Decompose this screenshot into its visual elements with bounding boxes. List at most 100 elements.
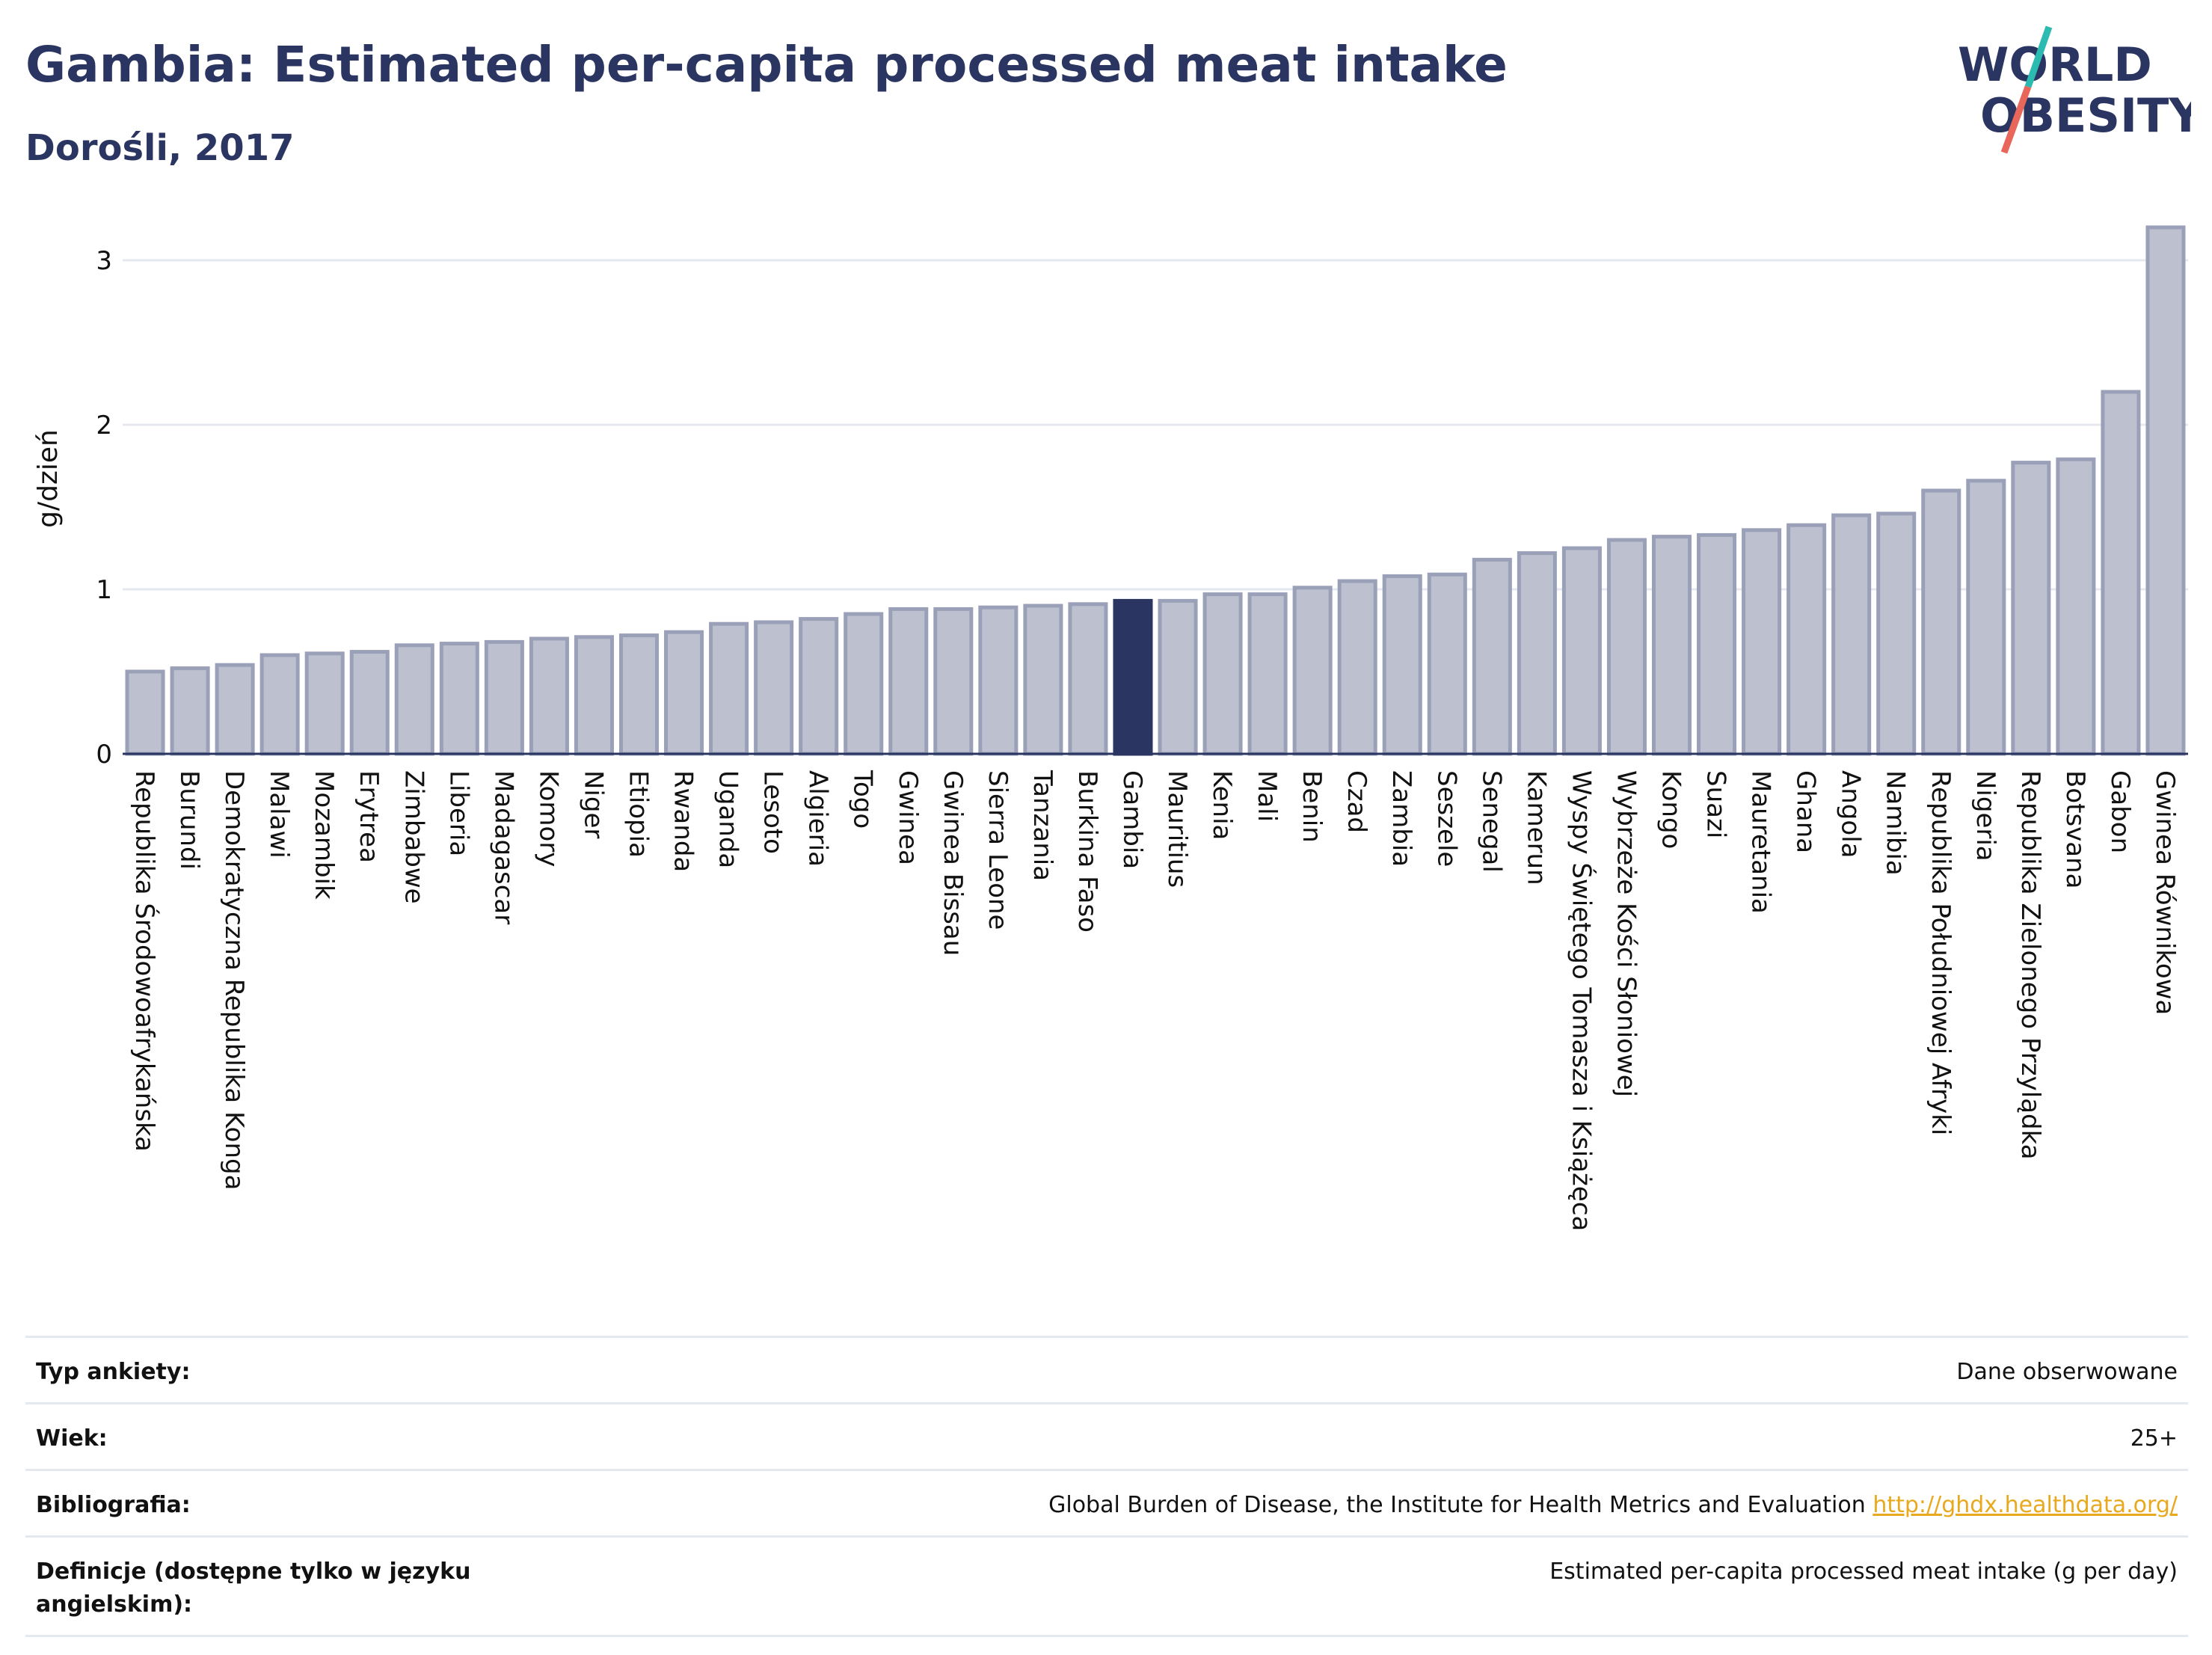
bar-highlighted[interactable]	[1113, 598, 1153, 756]
x-tick-label: Gwinea Bissau	[938, 770, 968, 956]
bar[interactable]	[259, 653, 300, 756]
x-tick-label: Niger	[578, 770, 608, 838]
x-tick-label: Ghana	[1791, 770, 1821, 853]
bar[interactable]	[1292, 586, 1333, 756]
bar[interactable]	[1651, 535, 1692, 756]
info-value: 25+	[2130, 1422, 2178, 1455]
bar[interactable]	[215, 663, 255, 756]
y-tick-label: 1	[96, 575, 112, 605]
bar[interactable]	[394, 643, 434, 756]
info-row: Definicje (dostępne tylko w języku angie…	[25, 1535, 2188, 1637]
x-tick-label: Mauritius	[1162, 770, 1192, 888]
x-tick-label: Mozambik	[309, 770, 339, 900]
source-link[interactable]: http://ghdx.healthdata.org/	[1872, 1492, 2178, 1518]
page-title: Gambia: Estimated per-capita processed m…	[25, 36, 1508, 93]
x-tick-label: Suazi	[1701, 770, 1731, 838]
info-row: Wiek: 25+	[25, 1402, 2188, 1469]
x-tick-label: Mauretania	[1746, 770, 1776, 914]
bar[interactable]	[1427, 572, 1467, 756]
bar[interactable]	[1606, 538, 1647, 756]
info-table: Typ ankiety: Dane obserwowane Wiek: 25+ Bibl…	[25, 1336, 2188, 1637]
x-tick-label: Lesoto	[758, 770, 788, 854]
info-value: Dane obserwowane	[1956, 1356, 2178, 1389]
logo-slash-bottom	[2000, 85, 2032, 154]
bar[interactable]	[1382, 574, 1422, 756]
bar[interactable]	[574, 635, 614, 756]
info-value-text: 25+	[2130, 1425, 2178, 1452]
bar[interactable]	[1876, 512, 1917, 756]
x-tick-label: Republika Środowoafrykańska	[129, 770, 160, 1152]
bars	[125, 225, 2186, 756]
x-tick-label: Gabon	[2105, 770, 2135, 853]
bar[interactable]	[529, 636, 569, 756]
bar[interactable]	[1472, 557, 1512, 756]
bar[interactable]	[933, 607, 974, 756]
bar[interactable]	[1921, 488, 1961, 756]
bar[interactable]	[484, 639, 524, 756]
bar[interactable]	[888, 607, 929, 756]
bar[interactable]	[1787, 523, 1827, 756]
bar[interactable]	[2011, 461, 2051, 756]
x-tick-label: Mali	[1252, 770, 1282, 822]
info-value-text: Estimated per-capita processed meat inta…	[1549, 1559, 2178, 1585]
bar[interactable]	[1697, 532, 1737, 756]
logo-line-1: WORLD	[1958, 37, 2152, 92]
x-tick-label: Gwinea	[893, 770, 923, 865]
bar[interactable]	[1517, 551, 1557, 756]
bar[interactable]	[1202, 592, 1243, 756]
bar[interactable]	[304, 651, 345, 756]
info-value: Estimated per-capita processed meat inta…	[1549, 1556, 2178, 1588]
bar[interactable]	[1158, 598, 1198, 756]
y-tick-label: 0	[96, 740, 112, 770]
x-tick-label: Sierra Leone	[983, 770, 1013, 930]
x-tick-label: Burundi	[174, 770, 204, 870]
x-tick-label: Erytrea	[354, 770, 384, 863]
x-tick-label: Wybrzeże Kości Słoniowej	[1611, 770, 1641, 1097]
info-value: Global Burden of Disease, the Institute …	[1048, 1489, 2178, 1522]
bar[interactable]	[1023, 604, 1063, 756]
x-tick-label: Senegal	[1476, 770, 1506, 873]
x-tick-label: Angola	[1836, 770, 1866, 858]
bar[interactable]	[439, 642, 479, 756]
x-tick-label: Zimbabwe	[399, 770, 428, 904]
bar[interactable]	[170, 666, 210, 756]
x-tick-label: Komory	[533, 770, 563, 867]
bar[interactable]	[125, 669, 165, 756]
x-tick-label: Tanzania	[1027, 770, 1057, 881]
bar[interactable]	[844, 612, 884, 756]
x-tick-label: Uganda	[713, 770, 743, 868]
bar[interactable]	[664, 630, 704, 756]
x-tick-label: Republika Południowej Afryki	[1926, 770, 1956, 1135]
bar[interactable]	[349, 650, 390, 756]
bar[interactable]	[978, 605, 1019, 756]
bar[interactable]	[1742, 528, 1782, 756]
bar[interactable]	[754, 620, 794, 756]
bar[interactable]	[1561, 546, 1602, 756]
bar[interactable]	[1337, 579, 1377, 756]
bar[interactable]	[1966, 479, 2006, 756]
bar[interactable]	[2056, 457, 2096, 756]
x-tick-label: Benin	[1297, 770, 1327, 843]
bar[interactable]	[2145, 225, 2186, 756]
bar-chart: 0 1 2 3 Republika Środowoafrykańska Burundi D…	[33, 225, 2188, 1231]
bar[interactable]	[1831, 513, 1872, 756]
info-row: Typ ankiety: Dane obserwowane	[25, 1336, 2188, 1402]
info-label: Bibliografia:	[36, 1492, 191, 1518]
bar[interactable]	[1247, 592, 1288, 756]
info-value-text: Global Burden of Disease, the Institute …	[1048, 1492, 1866, 1518]
x-tick-label: Liberia	[443, 770, 473, 856]
bar[interactable]	[1068, 602, 1108, 756]
bar[interactable]	[618, 633, 660, 756]
x-tick-label: Gwinea Równikowa	[2150, 770, 2180, 1015]
bar[interactable]	[709, 621, 749, 756]
y-tick-label: 2	[96, 411, 112, 440]
world-obesity-logo[interactable]: WORLD OBESITY	[1944, 21, 2191, 163]
y-axis-label: g/dzień	[33, 429, 64, 528]
axes: 0 1 2 3	[96, 246, 2188, 770]
x-tick-label: Malawi	[264, 770, 294, 859]
x-tick-label: Madagascar	[488, 770, 518, 924]
x-tick-label: Wyspy Świętego Tomasza i Książęca	[1566, 770, 1597, 1231]
x-tick-label: Namibia	[1881, 770, 1911, 876]
bar[interactable]	[799, 617, 839, 756]
bar[interactable]	[2101, 390, 2141, 756]
